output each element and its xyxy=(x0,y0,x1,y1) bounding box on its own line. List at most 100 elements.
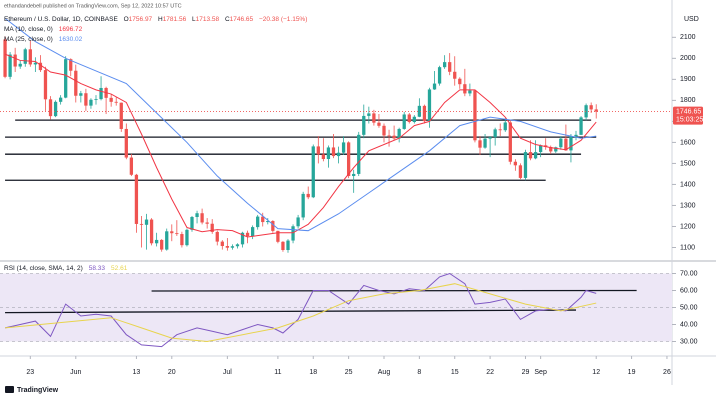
candle-body xyxy=(559,138,563,148)
candle-body xyxy=(230,246,235,248)
x-tick-label: Aug xyxy=(378,369,391,376)
candle-body xyxy=(341,142,346,153)
candle-body xyxy=(331,147,336,157)
ohlc-value: 1746.65 xyxy=(230,16,254,23)
candle-body xyxy=(346,142,351,177)
candle-body xyxy=(508,122,512,162)
candle-body xyxy=(357,134,361,174)
legend-value: 1630.02 xyxy=(59,36,83,43)
candle-body xyxy=(200,213,204,223)
candle-body xyxy=(488,137,492,139)
published-note: ethandandebell published on TradingView.… xyxy=(4,3,182,9)
candle-body xyxy=(160,239,164,250)
x-tick-label: 18 xyxy=(309,369,317,376)
y-tick-label: 1200 xyxy=(680,223,696,230)
series-line xyxy=(4,18,597,232)
candle-body xyxy=(215,231,219,242)
candle-body xyxy=(53,101,58,117)
candle-body xyxy=(134,174,139,224)
candle-body xyxy=(523,152,528,178)
last-price-label: 1746.65 xyxy=(676,108,701,115)
candle-body xyxy=(372,113,376,123)
candle-body xyxy=(564,138,568,151)
candle-body xyxy=(250,227,255,237)
countdown: 15:03:25 xyxy=(676,116,703,123)
candle-body xyxy=(58,97,63,102)
candle-body xyxy=(518,165,523,178)
candle-body xyxy=(549,147,553,152)
candle-body xyxy=(144,219,149,225)
candle-body xyxy=(296,217,300,227)
candle-body xyxy=(8,54,12,77)
candle-body xyxy=(382,125,386,136)
candle-body xyxy=(286,240,290,251)
last-price-tag xyxy=(673,106,703,125)
series-line xyxy=(4,53,597,238)
series-line xyxy=(4,272,597,348)
candle-body xyxy=(64,59,68,98)
candle-body xyxy=(139,223,144,225)
candle-body xyxy=(276,230,280,242)
candle-body xyxy=(190,217,194,230)
header: Ethereum / U.S. Dollar, 1D, COINBASE O17… xyxy=(4,16,307,23)
candle-body xyxy=(463,84,467,94)
candle-body xyxy=(245,232,250,237)
y-unit: USD xyxy=(684,16,699,23)
trendline xyxy=(151,289,637,292)
candle-body xyxy=(448,62,452,72)
candle-body xyxy=(165,231,169,250)
watermark: TradingView xyxy=(5,386,59,394)
candle-body xyxy=(28,49,32,65)
candle-body xyxy=(114,101,118,103)
pane xyxy=(0,18,672,253)
legend-entry: RSI (14, close, SMA, 14, 2) 58.33 52.61 xyxy=(4,265,128,272)
candle-body xyxy=(154,239,159,244)
logo-icon xyxy=(5,386,14,393)
candle-body xyxy=(38,62,43,71)
candle-body xyxy=(33,62,38,65)
candle-body xyxy=(473,90,477,141)
candle-body xyxy=(427,89,432,122)
candle-body xyxy=(210,223,214,232)
candle-body xyxy=(79,93,83,96)
candle-body xyxy=(468,90,472,94)
y-tick-label: 40.00 xyxy=(680,321,698,328)
candle-body xyxy=(235,244,240,247)
candle-body xyxy=(397,128,401,139)
candle-body xyxy=(256,216,260,228)
series-line xyxy=(5,283,597,343)
candle-body xyxy=(503,122,507,131)
x-tick-label: Jun xyxy=(70,369,81,376)
y-tick-label: 30.00 xyxy=(680,338,698,345)
x-tick-label: 11 xyxy=(274,369,281,376)
candle-body xyxy=(149,219,154,244)
candle-body xyxy=(554,147,558,152)
candle-body xyxy=(69,59,73,71)
candle-body xyxy=(43,70,48,100)
y-tick-label: 70.00 xyxy=(680,270,698,277)
candle-body xyxy=(180,234,184,246)
candle-body xyxy=(74,70,78,96)
legend-value: 1696.72 xyxy=(59,26,83,33)
candle-body xyxy=(175,233,179,235)
symbol-title: Ethereum / U.S. Dollar, 1D, COINBASE xyxy=(4,16,118,23)
candle-body xyxy=(483,138,487,148)
candle-body xyxy=(48,99,53,117)
ohlc-value: 1756.97 xyxy=(129,16,153,23)
candle-body xyxy=(594,109,598,112)
y-tick-label: 1800 xyxy=(680,97,696,104)
legend-name: MA (25, close, 0) xyxy=(4,36,53,43)
x-tick-label: 25 xyxy=(345,369,353,376)
x-tick-label: 15 xyxy=(451,369,459,376)
candle-body xyxy=(442,62,447,68)
x-tick-label: 26 xyxy=(663,369,671,376)
candle-body xyxy=(170,231,174,234)
candle-body xyxy=(584,105,588,118)
watermark-text: TradingView xyxy=(17,387,59,394)
ohlc-value: 1713.58 xyxy=(196,16,220,23)
candle-body xyxy=(528,152,533,159)
candle-body xyxy=(533,152,538,159)
candle-body xyxy=(316,146,320,155)
candle-body xyxy=(94,99,98,100)
candle-body xyxy=(124,128,128,158)
